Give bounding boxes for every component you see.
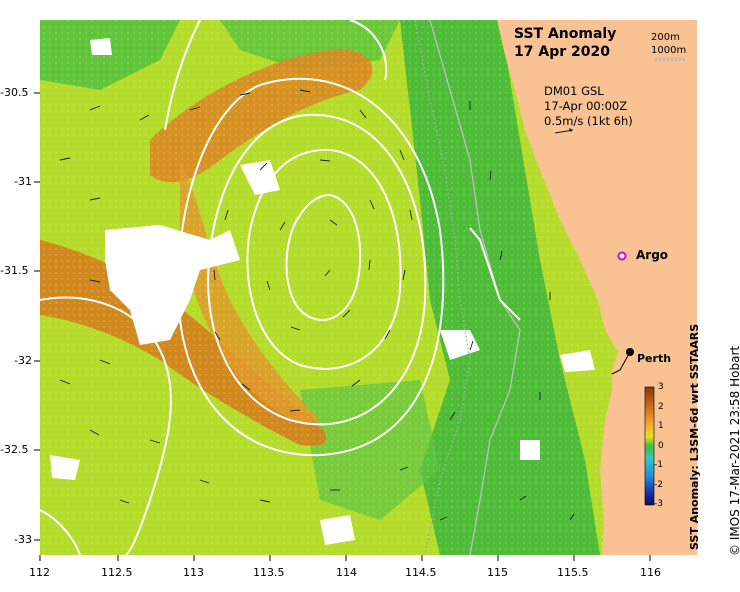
y-tick: -32.5 bbox=[0, 443, 29, 456]
x-tick: 112 bbox=[29, 566, 50, 579]
x-tick: 112.5 bbox=[101, 566, 133, 579]
colorbar-tick: 2 bbox=[658, 402, 664, 412]
colorbar-tick: -2 bbox=[654, 480, 663, 490]
colorbar[interactable] bbox=[644, 386, 655, 506]
perth-pointer bbox=[611, 351, 631, 375]
x-tick: 113 bbox=[183, 566, 204, 579]
model-name: DM01 GSL bbox=[544, 84, 604, 98]
perth-label: Perth bbox=[637, 352, 672, 365]
cloud-gaps bbox=[50, 38, 595, 545]
bathy-200m bbox=[429, 19, 521, 556]
colorbar-tick: 0 bbox=[658, 441, 664, 451]
y-tick: -30.5 bbox=[0, 86, 29, 99]
y-tick: -31 bbox=[14, 175, 32, 188]
argo-label: Argo bbox=[636, 248, 669, 262]
current-arrows bbox=[59, 89, 575, 521]
x-tick: 115.5 bbox=[557, 566, 589, 579]
bathy-1000m bbox=[414, 19, 471, 556]
colorbar-tick: -3 bbox=[654, 499, 663, 509]
y-tick: -33 bbox=[14, 533, 32, 546]
map-title: SST Anomaly 17 Apr 2020 bbox=[514, 25, 616, 61]
colorbar-tick: -1 bbox=[654, 460, 663, 470]
bathy-legend: 200m 1000m bbox=[651, 31, 686, 57]
x-tick: 114 bbox=[336, 566, 357, 579]
colorbar-tick: 1 bbox=[658, 421, 664, 431]
colorbar-label: SST Anomaly: L3SM-6d wrt SSTAARS bbox=[688, 323, 701, 550]
model-scale: 0.5m/s (1kt 6h) bbox=[544, 114, 633, 128]
title-line-1: SST Anomaly bbox=[514, 26, 617, 42]
colorbar-tick: 3 bbox=[658, 382, 664, 392]
credit-text: © IMOS 17-Mar-2021 23:58 Hobart bbox=[728, 345, 740, 556]
argo-marker[interactable] bbox=[617, 251, 627, 261]
title-line-2: 17 Apr 2020 bbox=[514, 44, 610, 60]
y-tick: -31.5 bbox=[0, 264, 29, 277]
x-tick: 114.5 bbox=[405, 566, 437, 579]
bathy-legend-200m: 200m bbox=[651, 32, 680, 43]
axis-ticks bbox=[34, 92, 651, 561]
model-time: 17-Apr 00:00Z bbox=[544, 99, 628, 113]
model-info: DM01 GSL 17-Apr 00:00Z 0.5m/s (1kt 6h) bbox=[544, 84, 633, 129]
ssh-contours bbox=[39, 19, 521, 556]
x-tick: 115 bbox=[487, 566, 508, 579]
bathy-legend-1000m: 1000m bbox=[651, 45, 687, 56]
y-tick: -32 bbox=[14, 354, 32, 367]
x-tick: 113.5 bbox=[253, 566, 285, 579]
x-tick: 116 bbox=[640, 566, 661, 579]
